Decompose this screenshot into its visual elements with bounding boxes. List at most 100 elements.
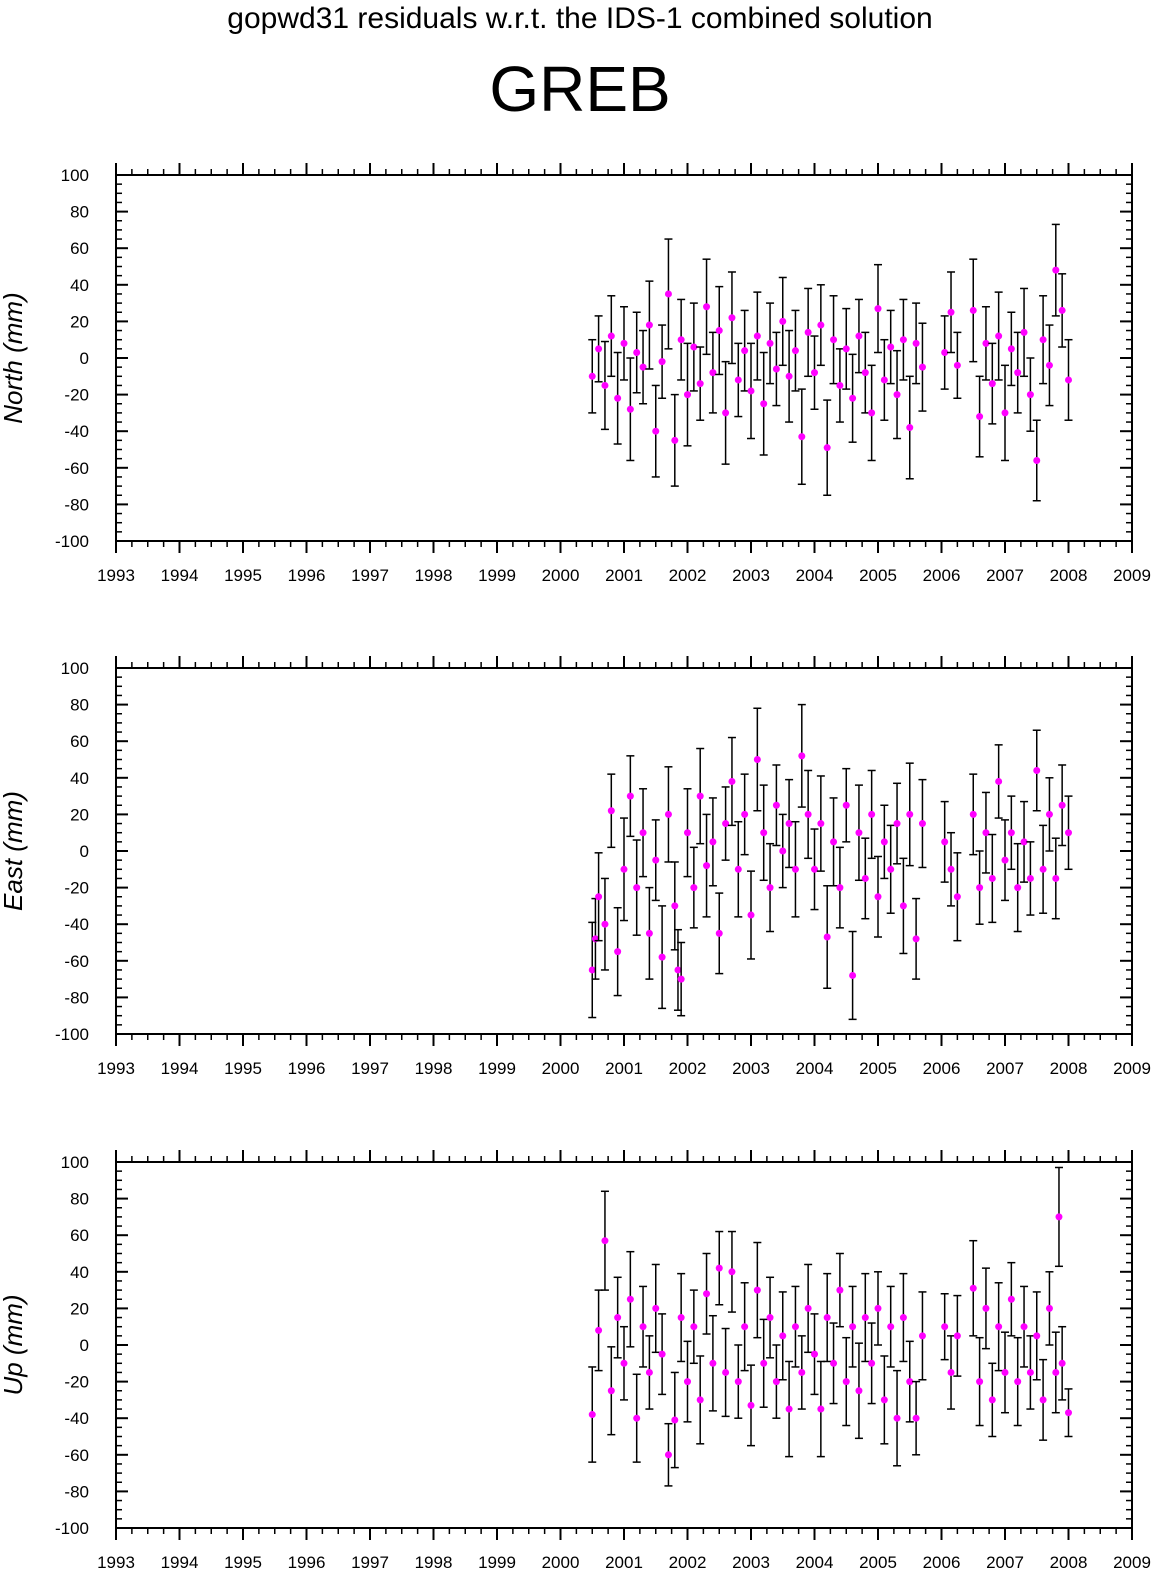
data-point — [1055, 1213, 1063, 1221]
data-point — [868, 1359, 876, 1367]
data-point — [842, 1378, 850, 1386]
data-point — [830, 336, 838, 344]
data-point — [741, 810, 749, 818]
data-point — [645, 929, 653, 937]
data-point — [1039, 336, 1047, 344]
y-tick-label: 20 — [70, 1299, 89, 1318]
data-point — [785, 820, 793, 828]
y-tick-label: -20 — [64, 386, 89, 405]
data-point — [1020, 1323, 1028, 1331]
data-point — [715, 929, 723, 937]
data-point — [823, 933, 831, 941]
data-point — [804, 810, 812, 818]
x-tick-label: 1996 — [288, 566, 326, 585]
data-point — [868, 810, 876, 818]
data-point — [798, 433, 806, 441]
data-point — [639, 363, 647, 371]
x-tick-label: 2002 — [669, 566, 707, 585]
data-point — [1001, 856, 1009, 864]
data-point — [861, 1314, 869, 1322]
data-point — [772, 1378, 780, 1386]
data-point — [906, 424, 914, 432]
data-point — [817, 321, 825, 329]
x-tick-label: 2006 — [923, 1059, 961, 1078]
y-tick-label: -100 — [55, 1025, 89, 1044]
data-point — [709, 1359, 717, 1367]
x-tick-label: 1994 — [161, 1553, 199, 1572]
x-tick-label: 2001 — [605, 566, 643, 585]
data-point — [823, 444, 831, 452]
data-point — [912, 935, 920, 943]
data-point — [620, 1359, 628, 1367]
data-point — [703, 862, 711, 870]
data-point — [791, 1323, 799, 1331]
x-tick-label: 2006 — [923, 1553, 961, 1572]
data-point — [772, 365, 780, 373]
data-point — [988, 874, 996, 882]
y-axis-label: North (mm) — [0, 292, 28, 423]
data-point — [626, 405, 634, 413]
data-point — [918, 820, 926, 828]
data-point — [1026, 874, 1034, 882]
data-point — [658, 1350, 666, 1358]
data-point — [811, 1350, 818, 1358]
data-point — [941, 1323, 949, 1331]
data-point — [855, 1387, 863, 1395]
y-tick-label: -20 — [64, 879, 89, 898]
data-point — [715, 327, 723, 335]
y-tick-label: 60 — [70, 1226, 89, 1245]
x-tick-label: 2007 — [986, 566, 1024, 585]
data-point — [684, 391, 691, 399]
data-point — [1007, 829, 1015, 837]
x-tick-label: 2004 — [796, 566, 834, 585]
data-point — [830, 838, 838, 846]
data-point — [982, 1304, 990, 1312]
data-point — [941, 349, 949, 357]
y-tick-label: 40 — [70, 1263, 89, 1282]
data-point — [779, 847, 787, 855]
y-tick-label: -60 — [64, 459, 89, 478]
data-point — [779, 1332, 787, 1340]
data-point — [1065, 829, 1072, 837]
data-point — [976, 413, 984, 421]
data-point — [633, 1414, 641, 1422]
data-point — [836, 1286, 844, 1294]
y-tick-label: -100 — [55, 1519, 89, 1538]
data-point — [677, 336, 685, 344]
y-tick-label: -100 — [55, 532, 89, 551]
data-point — [588, 1411, 596, 1419]
data-point — [947, 1368, 955, 1376]
x-tick-label: 1999 — [478, 566, 516, 585]
data-point — [918, 363, 926, 371]
data-point — [728, 1268, 736, 1276]
x-tick-label: 2005 — [859, 1553, 897, 1572]
data-point — [671, 436, 679, 444]
data-point — [664, 810, 672, 818]
data-point — [747, 387, 755, 395]
y-axis-label: Up (mm) — [0, 1294, 28, 1395]
data-point — [652, 856, 660, 864]
data-point — [912, 1414, 920, 1422]
data-point — [953, 1332, 961, 1340]
data-point — [709, 838, 717, 846]
data-point — [639, 1323, 647, 1331]
data-point — [741, 1323, 749, 1331]
x-tick-label: 2001 — [605, 1059, 643, 1078]
data-point — [626, 792, 634, 800]
x-tick-label: 1998 — [415, 1553, 453, 1572]
data-point — [753, 1286, 761, 1294]
data-point — [722, 1368, 730, 1376]
y-tick-label: 100 — [61, 166, 89, 185]
x-tick-label: 2009 — [1113, 566, 1151, 585]
x-tick-label: 1999 — [478, 1059, 516, 1078]
data-point — [976, 884, 984, 892]
data-point — [855, 829, 863, 837]
data-point — [696, 380, 704, 388]
data-point — [658, 953, 666, 961]
data-point — [722, 820, 730, 828]
data-point — [887, 865, 895, 873]
data-point — [645, 321, 653, 329]
data-point — [874, 1304, 882, 1312]
data-point — [1007, 1295, 1015, 1303]
data-point — [690, 343, 698, 351]
